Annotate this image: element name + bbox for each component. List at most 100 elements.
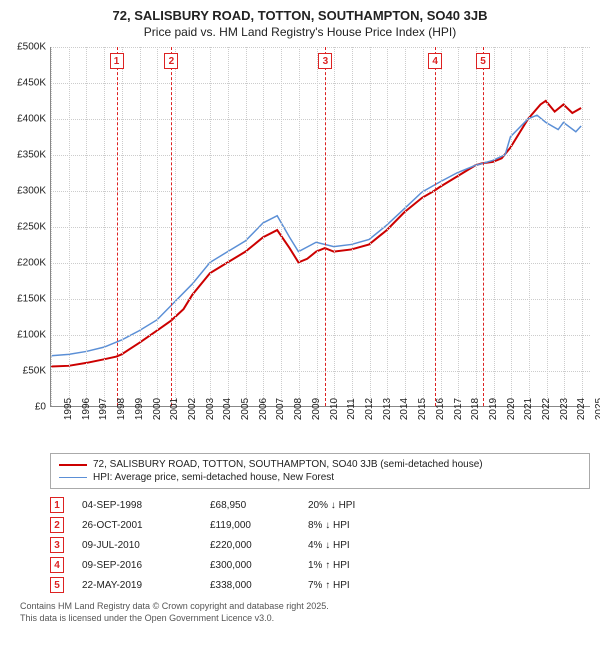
sale-marker-badge: 4 bbox=[428, 53, 442, 69]
sale-marker-line bbox=[435, 47, 436, 406]
v-gridline bbox=[511, 47, 512, 406]
chart-title: 72, SALISBURY ROAD, TOTTON, SOUTHAMPTON,… bbox=[10, 8, 590, 23]
table-row: 1 04-SEP-1998 £68,950 20% ↓ HPI bbox=[50, 495, 590, 515]
row-pct: 20% ↓ HPI bbox=[308, 500, 408, 511]
v-gridline bbox=[193, 47, 194, 406]
y-tick: £400K bbox=[17, 114, 46, 125]
row-marker-badge: 2 bbox=[50, 517, 64, 533]
row-price: £300,000 bbox=[210, 560, 290, 571]
row-pct: 7% ↑ HPI bbox=[308, 580, 408, 591]
row-marker-badge: 5 bbox=[50, 577, 64, 593]
chart-area: £0£50K£100K£150K£200K£250K£300K£350K£400… bbox=[10, 47, 590, 407]
v-gridline bbox=[263, 47, 264, 406]
v-gridline bbox=[564, 47, 565, 406]
v-gridline bbox=[423, 47, 424, 406]
legend: 72, SALISBURY ROAD, TOTTON, SOUTHAMPTON,… bbox=[50, 453, 590, 489]
h-gridline bbox=[51, 83, 590, 84]
row-price: £338,000 bbox=[210, 580, 290, 591]
h-gridline bbox=[51, 155, 590, 156]
row-price: £68,950 bbox=[210, 500, 290, 511]
v-gridline bbox=[458, 47, 459, 406]
h-gridline bbox=[51, 335, 590, 336]
table-row: 3 09-JUL-2010 £220,000 4% ↓ HPI bbox=[50, 535, 590, 555]
y-axis: £0£50K£100K£150K£200K£250K£300K£350K£400… bbox=[10, 47, 50, 407]
sale-marker-line bbox=[483, 47, 484, 406]
row-date: 09-SEP-2016 bbox=[82, 560, 192, 571]
row-date: 09-JUL-2010 bbox=[82, 540, 192, 551]
h-gridline bbox=[51, 371, 590, 372]
v-gridline bbox=[281, 47, 282, 406]
legend-label: HPI: Average price, semi-detached house,… bbox=[93, 472, 334, 483]
y-tick: £350K bbox=[17, 150, 46, 161]
v-gridline bbox=[476, 47, 477, 406]
v-gridline bbox=[405, 47, 406, 406]
v-gridline bbox=[334, 47, 335, 406]
row-pct: 8% ↓ HPI bbox=[308, 520, 408, 531]
footer-line-2: This data is licensed under the Open Gov… bbox=[20, 613, 590, 625]
sales-table: 1 04-SEP-1998 £68,950 20% ↓ HPI 2 26-OCT-2001… bbox=[50, 495, 590, 595]
h-gridline bbox=[51, 227, 590, 228]
v-gridline bbox=[228, 47, 229, 406]
row-marker-badge: 4 bbox=[50, 557, 64, 573]
row-date: 04-SEP-1998 bbox=[82, 500, 192, 511]
chart-subtitle: Price paid vs. HM Land Registry's House … bbox=[10, 25, 590, 39]
sale-marker-line bbox=[325, 47, 326, 406]
v-gridline bbox=[104, 47, 105, 406]
v-gridline bbox=[69, 47, 70, 406]
v-gridline bbox=[582, 47, 583, 406]
v-gridline bbox=[352, 47, 353, 406]
row-date: 22-MAY-2019 bbox=[82, 580, 192, 591]
row-marker-badge: 1 bbox=[50, 497, 64, 513]
v-gridline bbox=[299, 47, 300, 406]
v-gridline bbox=[494, 47, 495, 406]
v-gridline bbox=[529, 47, 530, 406]
table-row: 4 09-SEP-2016 £300,000 1% ↑ HPI bbox=[50, 555, 590, 575]
v-gridline bbox=[51, 47, 52, 406]
v-gridline bbox=[441, 47, 442, 406]
y-tick: £500K bbox=[17, 42, 46, 53]
sale-marker-line bbox=[117, 47, 118, 406]
legend-swatch bbox=[59, 477, 87, 478]
y-tick: £100K bbox=[17, 330, 46, 341]
sale-marker-badge: 5 bbox=[476, 53, 490, 69]
h-gridline bbox=[51, 119, 590, 120]
v-gridline bbox=[175, 47, 176, 406]
h-gridline bbox=[51, 191, 590, 192]
y-tick: £300K bbox=[17, 186, 46, 197]
v-gridline bbox=[370, 47, 371, 406]
y-tick: £250K bbox=[17, 222, 46, 233]
y-tick: £200K bbox=[17, 258, 46, 269]
legend-row: HPI: Average price, semi-detached house,… bbox=[59, 471, 581, 484]
table-row: 2 26-OCT-2001 £119,000 8% ↓ HPI bbox=[50, 515, 590, 535]
x-axis: 1995199619971998199920002001200220032004… bbox=[50, 407, 590, 447]
table-row: 5 22-MAY-2019 £338,000 7% ↑ HPI bbox=[50, 575, 590, 595]
row-date: 26-OCT-2001 bbox=[82, 520, 192, 531]
v-gridline bbox=[122, 47, 123, 406]
v-gridline bbox=[210, 47, 211, 406]
row-price: £220,000 bbox=[210, 540, 290, 551]
v-gridline bbox=[547, 47, 548, 406]
h-gridline bbox=[51, 299, 590, 300]
sale-marker-badge: 3 bbox=[318, 53, 332, 69]
footer-line-1: Contains HM Land Registry data © Crown c… bbox=[20, 601, 590, 613]
v-gridline bbox=[86, 47, 87, 406]
v-gridline bbox=[157, 47, 158, 406]
legend-label: 72, SALISBURY ROAD, TOTTON, SOUTHAMPTON,… bbox=[93, 459, 483, 470]
sale-marker-badge: 1 bbox=[110, 53, 124, 69]
row-marker-badge: 3 bbox=[50, 537, 64, 553]
y-tick: £0 bbox=[35, 402, 46, 413]
y-tick: £50K bbox=[23, 366, 46, 377]
h-gridline bbox=[51, 47, 590, 48]
row-pct: 4% ↓ HPI bbox=[308, 540, 408, 551]
row-price: £119,000 bbox=[210, 520, 290, 531]
v-gridline bbox=[387, 47, 388, 406]
v-gridline bbox=[140, 47, 141, 406]
legend-swatch bbox=[59, 464, 87, 466]
v-gridline bbox=[317, 47, 318, 406]
sale-marker-badge: 2 bbox=[164, 53, 178, 69]
plot-area: 1 2 3 4 5 bbox=[50, 47, 590, 407]
h-gridline bbox=[51, 263, 590, 264]
row-pct: 1% ↑ HPI bbox=[308, 560, 408, 571]
v-gridline bbox=[246, 47, 247, 406]
y-tick: £450K bbox=[17, 78, 46, 89]
